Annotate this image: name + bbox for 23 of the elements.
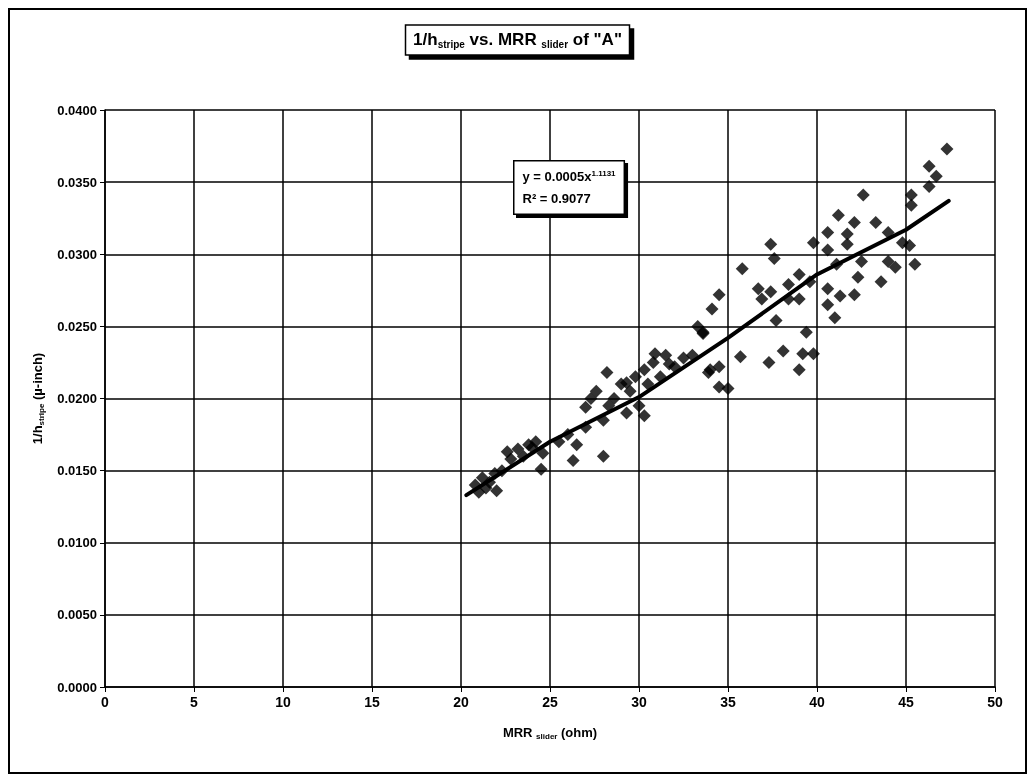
- y-tick-label: 0.0000: [57, 679, 97, 695]
- y-tick-label: 0.0400: [57, 102, 97, 118]
- x-tick-label: 5: [190, 694, 199, 710]
- y-axis-title: 1/hstripe (µ-inch): [30, 352, 46, 445]
- y-tick-label: 0.0150: [57, 463, 97, 479]
- x-tick-label: 10: [275, 694, 291, 710]
- x-tick-label: 50: [987, 694, 1003, 710]
- x-tick-label: 15: [364, 694, 380, 710]
- y-tick-label: 0.0050: [57, 607, 97, 623]
- y-tick-label: 0.0100: [57, 535, 97, 551]
- y-tick-label: 0.0200: [57, 391, 97, 406]
- x-tick-label: 0: [101, 694, 110, 710]
- x-tick-label: 45: [898, 694, 914, 710]
- y-tick-label: 0.0300: [57, 246, 97, 262]
- annotation: R² = 0.9077: [522, 191, 591, 206]
- y-tick-label: 0.0350: [57, 174, 97, 190]
- x-tick-label: 30: [631, 694, 647, 710]
- x-tick-label: 20: [453, 694, 469, 710]
- x-tick-label: 35: [720, 694, 736, 710]
- x-tick-label: 40: [809, 694, 825, 710]
- x-axis-title: MRR slider (ohm): [502, 725, 598, 741]
- x-tick-label: 25: [542, 694, 558, 710]
- y-tick-label: 0.0250: [57, 318, 97, 334]
